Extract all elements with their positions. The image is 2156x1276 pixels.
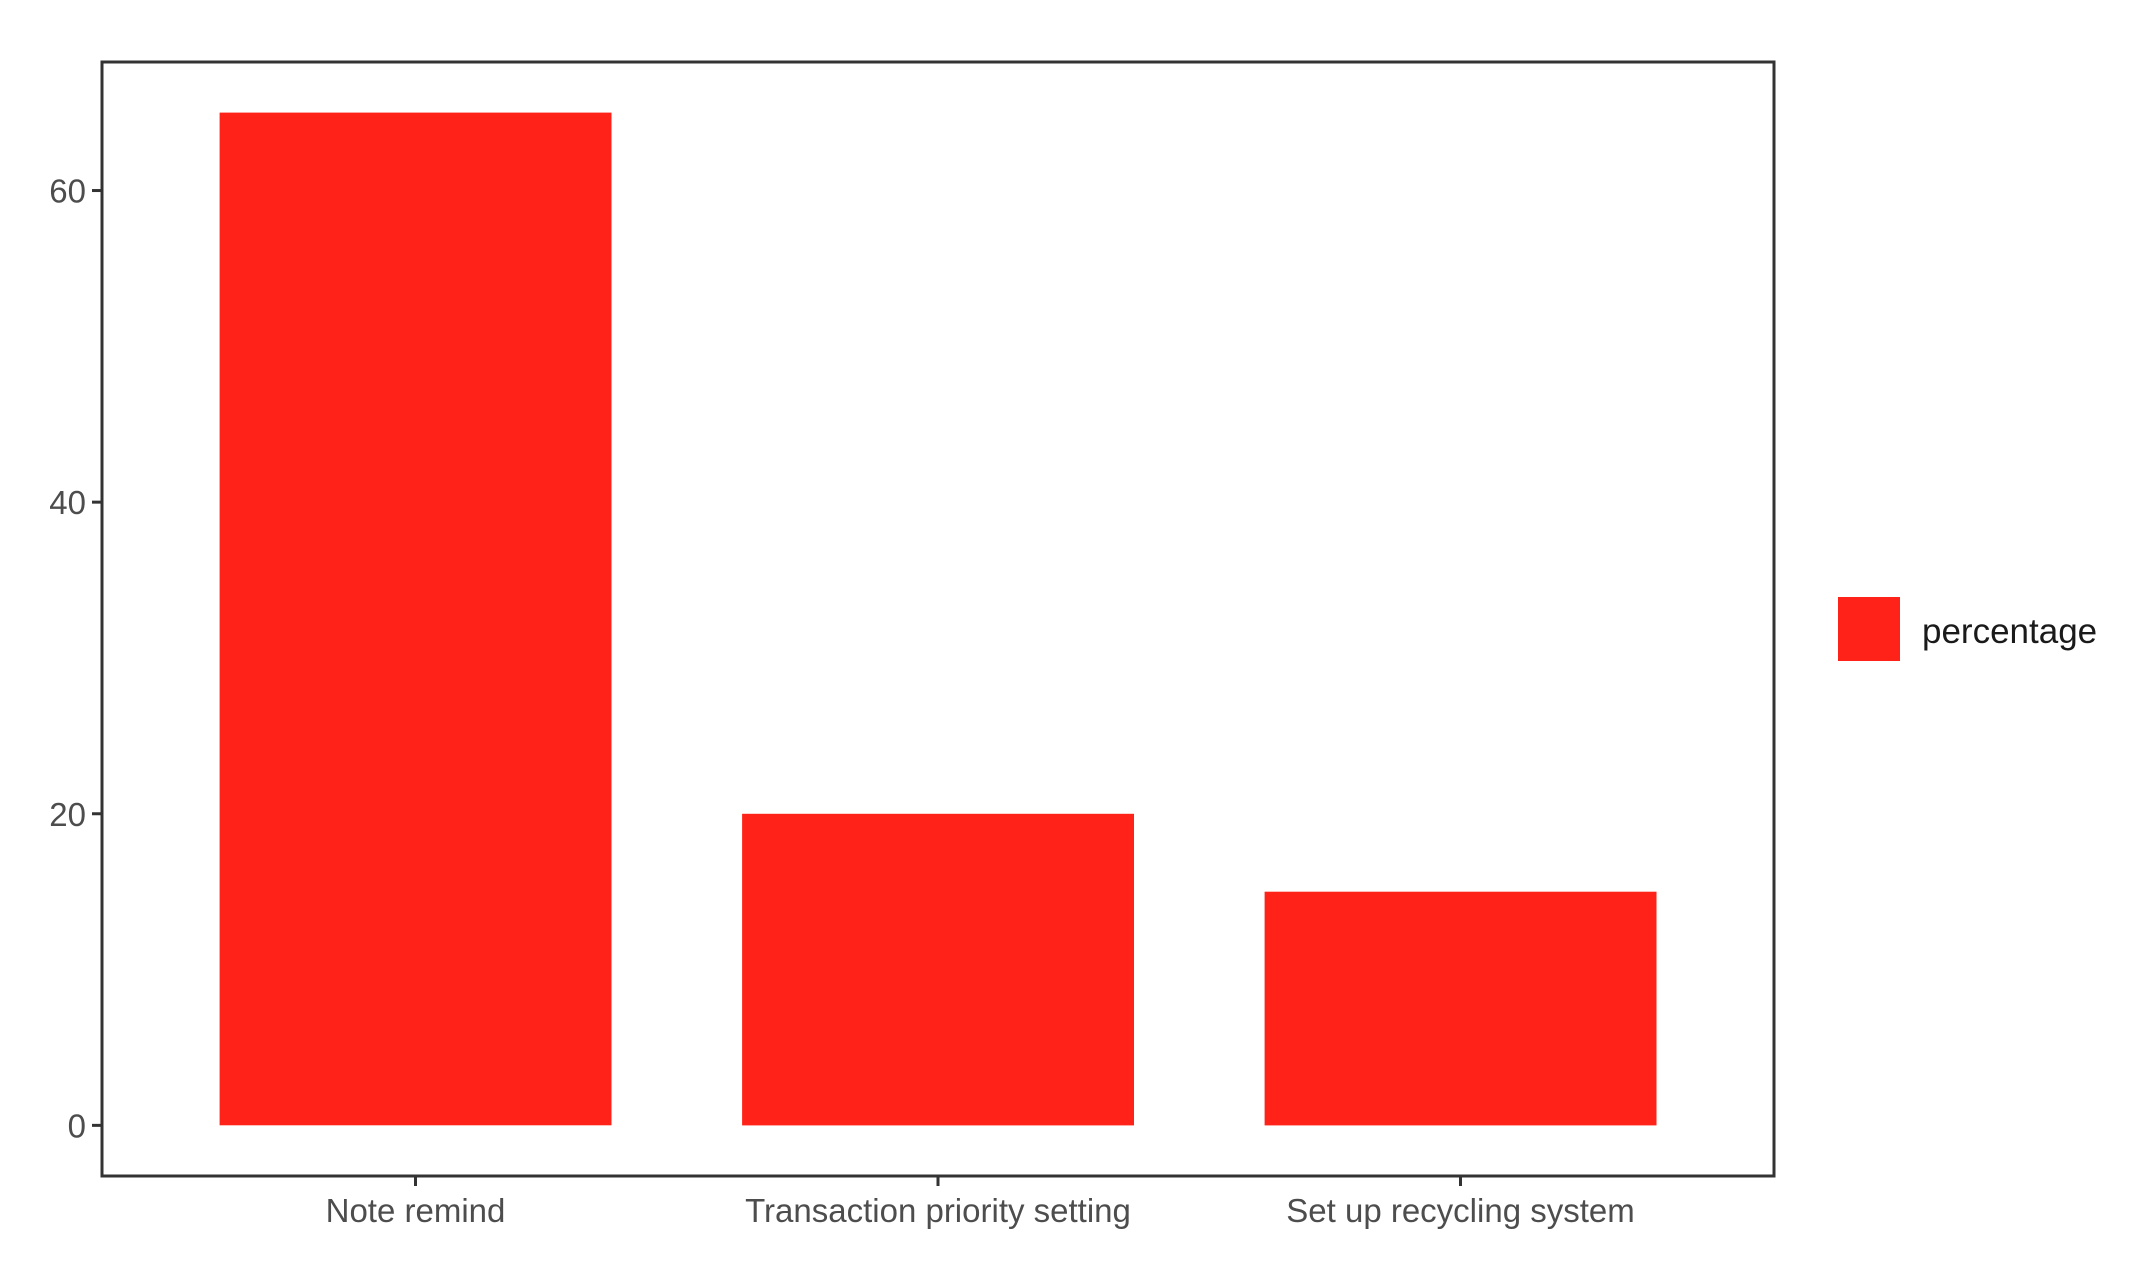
y-axis: 0 20 40 60 xyxy=(49,173,102,1144)
legend-key-percentage xyxy=(1838,597,1900,661)
y-tick-label: 20 xyxy=(49,796,86,833)
bar-set-up-recycling-system xyxy=(1264,891,1657,1126)
x-tick-label: Set up recycling system xyxy=(1286,1192,1634,1229)
x-tick-label: Transaction priority setting xyxy=(745,1192,1131,1229)
legend-label-percentage: percentage xyxy=(1922,612,2097,651)
y-tick-label: 40 xyxy=(49,484,86,521)
bar-note-remind xyxy=(219,112,612,1126)
x-tick-label: Note remind xyxy=(326,1192,506,1229)
y-tick-label: 0 xyxy=(68,1107,86,1144)
y-tick-label: 60 xyxy=(49,173,86,210)
x-axis: Note remind Transaction priority setting S… xyxy=(326,1176,1635,1229)
bars-layer xyxy=(219,112,1657,1126)
bar-transaction-priority-setting xyxy=(742,813,1134,1126)
legend: percentage xyxy=(1838,597,2097,661)
